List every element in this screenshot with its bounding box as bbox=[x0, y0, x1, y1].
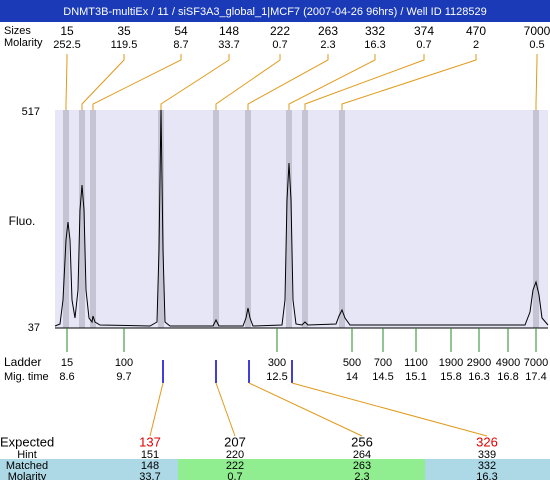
peak-size: 263 bbox=[318, 24, 338, 38]
leader-line bbox=[65, 54, 68, 110]
cell-bg bbox=[425, 459, 550, 480]
ladder-time: 14 bbox=[346, 371, 358, 383]
peak-molarity: 2.3 bbox=[320, 39, 335, 51]
hint-size: 264 bbox=[353, 449, 371, 461]
ladder-time: 9.7 bbox=[116, 371, 131, 383]
leader-line bbox=[535, 54, 538, 110]
ladder-time: 16.8 bbox=[497, 371, 518, 383]
peak-molarity: 2 bbox=[473, 39, 479, 51]
leader-line bbox=[92, 54, 182, 110]
plot-area bbox=[55, 110, 548, 328]
peak-molarity: 252.5 bbox=[53, 39, 81, 51]
ladder-time: 17.4 bbox=[525, 371, 546, 383]
peak-molarity: 0.5 bbox=[529, 39, 544, 51]
trace bbox=[54, 107, 549, 327]
leader-line bbox=[215, 54, 281, 110]
ladder-size: 500 bbox=[343, 357, 361, 369]
ladder-size: 7000 bbox=[524, 357, 548, 369]
match-line bbox=[149, 382, 164, 437]
peak-band bbox=[79, 110, 85, 328]
leader-line bbox=[247, 54, 329, 110]
ladder-size: 700 bbox=[374, 357, 392, 369]
peak-size: 7000 bbox=[524, 24, 550, 38]
matched-size: 332 bbox=[478, 460, 496, 472]
matched-size: 222 bbox=[226, 460, 244, 472]
matched-molarity: 33.7 bbox=[139, 471, 160, 480]
matched-size: 263 bbox=[353, 460, 371, 472]
match-line bbox=[215, 382, 236, 437]
peak-band bbox=[286, 110, 292, 328]
peak-size: 35 bbox=[117, 24, 131, 38]
hint-size: 339 bbox=[478, 449, 496, 461]
ladder-size: 1900 bbox=[439, 357, 463, 369]
peak-size: 15 bbox=[60, 24, 74, 38]
header-bar bbox=[0, 0, 550, 22]
peak-band bbox=[63, 110, 69, 328]
peak-size: 332 bbox=[365, 24, 385, 38]
leader-line bbox=[288, 54, 376, 110]
peak-band bbox=[533, 110, 539, 328]
ladder-size: 15 bbox=[61, 357, 73, 369]
matched-molarity: 16.3 bbox=[476, 471, 497, 480]
y-max: 517 bbox=[22, 106, 40, 118]
ladder-size: 1100 bbox=[404, 357, 428, 369]
row-label: Expected bbox=[0, 434, 54, 449]
matched-molarity: 0.7 bbox=[227, 471, 242, 480]
expected-size: 207 bbox=[224, 434, 246, 449]
expected-size: 326 bbox=[476, 434, 498, 449]
peak-molarity: 16.3 bbox=[364, 39, 385, 51]
size-label: Sizes bbox=[4, 25, 31, 37]
molarity-label: Molarity bbox=[4, 37, 43, 49]
peak-size: 374 bbox=[414, 24, 434, 38]
leader-line bbox=[304, 54, 425, 110]
peak-molarity: 0.7 bbox=[416, 39, 431, 51]
leader-line bbox=[160, 54, 230, 110]
header-title: DNMT3B-multiEx / 11 / siSF3A3_global_1|M… bbox=[63, 6, 487, 18]
ladder-time: 14.5 bbox=[372, 371, 393, 383]
peak-band bbox=[339, 110, 345, 328]
y-label: Fluo. bbox=[9, 214, 36, 228]
ladder-size: 2900 bbox=[467, 357, 491, 369]
peak-size: 54 bbox=[174, 24, 188, 38]
peak-molarity: 33.7 bbox=[218, 39, 239, 51]
row-label: Matched bbox=[6, 460, 48, 472]
ladder-time: 12.5 bbox=[266, 371, 287, 383]
ladder-size: 4900 bbox=[496, 357, 520, 369]
leader-line bbox=[341, 54, 477, 110]
row-label: Molarity bbox=[8, 471, 47, 480]
y-min: 37 bbox=[28, 322, 40, 334]
ladder-label: Ladder bbox=[4, 355, 41, 369]
peak-size: 222 bbox=[270, 24, 290, 38]
cell-bg bbox=[0, 459, 178, 480]
match-line bbox=[291, 382, 488, 437]
time-label: Mig. time bbox=[4, 371, 49, 383]
cell-bg bbox=[178, 459, 425, 480]
expected-size: 256 bbox=[351, 434, 373, 449]
ladder-time: 15.1 bbox=[405, 371, 426, 383]
peak-molarity: 0.7 bbox=[272, 39, 287, 51]
ladder-time: 16.3 bbox=[468, 371, 489, 383]
peak-band bbox=[158, 110, 164, 328]
ladder-size: 300 bbox=[268, 357, 286, 369]
peak-molarity: 119.5 bbox=[111, 39, 138, 51]
leader-line bbox=[81, 54, 125, 110]
match-line bbox=[248, 382, 363, 437]
peak-size: 470 bbox=[466, 24, 486, 38]
matched-size: 148 bbox=[141, 460, 159, 472]
peak-band bbox=[90, 110, 96, 328]
peak-size: 148 bbox=[219, 24, 239, 38]
peak-band bbox=[302, 110, 308, 328]
ladder-time: 8.6 bbox=[59, 371, 74, 383]
ladder-time: 15.8 bbox=[440, 371, 461, 383]
ladder-size: 100 bbox=[115, 357, 133, 369]
peak-band bbox=[213, 110, 219, 328]
row-label: Hint bbox=[17, 449, 37, 461]
hint-size: 151 bbox=[141, 449, 159, 461]
expected-size: 137 bbox=[139, 434, 161, 449]
peak-molarity: 8.7 bbox=[173, 39, 188, 51]
hint-size: 220 bbox=[226, 449, 244, 461]
peak-band bbox=[245, 110, 251, 328]
matched-molarity: 2.3 bbox=[354, 471, 369, 480]
